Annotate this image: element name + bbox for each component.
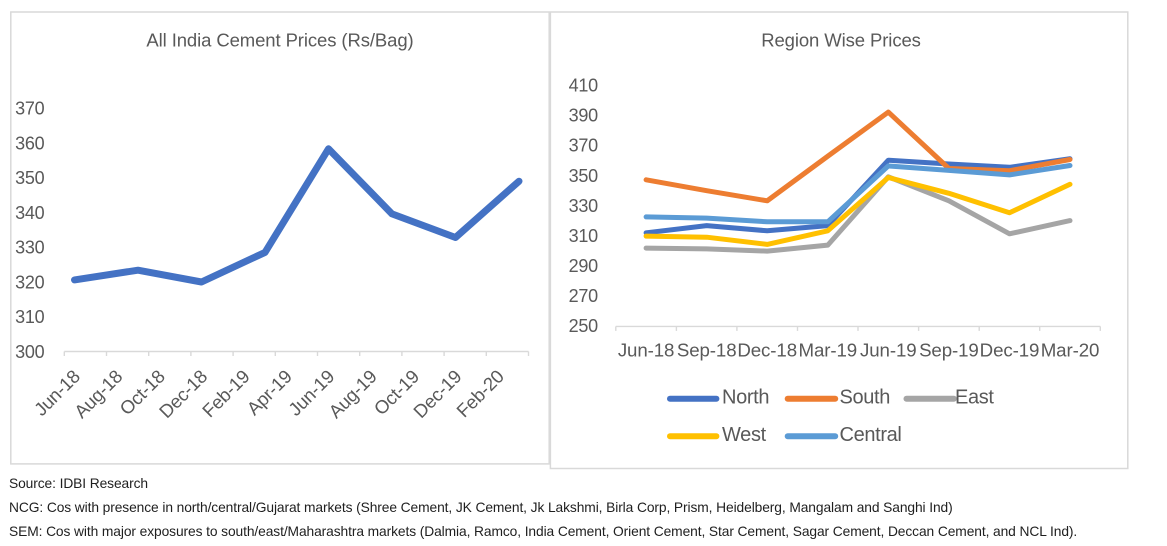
svg-text:Region Wise Prices: Region Wise Prices [761, 30, 921, 51]
svg-text:410: 410 [569, 76, 599, 96]
svg-text:340: 340 [15, 203, 45, 223]
svg-text:West: West [722, 424, 767, 446]
svg-text:270: 270 [569, 286, 599, 306]
svg-text:330: 330 [569, 196, 599, 216]
svg-text:290: 290 [569, 256, 599, 276]
svg-text:Source: IDBI Research: Source: IDBI Research [9, 476, 148, 491]
svg-text:350: 350 [569, 166, 599, 186]
svg-text:360: 360 [15, 133, 45, 153]
svg-text:Central: Central [840, 424, 902, 446]
svg-text:All India Cement Prices (Rs/Ba: All India Cement Prices (Rs/Bag) [146, 30, 413, 51]
svg-text:Mar-20: Mar-20 [1041, 339, 1100, 360]
svg-text:Mar-19: Mar-19 [799, 339, 858, 360]
svg-text:Sep-19: Sep-19 [919, 339, 979, 360]
svg-text:310: 310 [569, 226, 599, 246]
svg-text:Dec-19: Dec-19 [980, 339, 1040, 360]
svg-text:370: 370 [15, 99, 45, 119]
svg-text:370: 370 [569, 136, 599, 156]
svg-text:350: 350 [15, 168, 45, 188]
svg-text:Jun-19: Jun-19 [860, 339, 917, 360]
svg-text:Dec-18: Dec-18 [737, 339, 797, 360]
svg-text:250: 250 [569, 316, 599, 336]
svg-text:Jun-18: Jun-18 [618, 339, 675, 360]
svg-text:300: 300 [15, 342, 45, 362]
svg-text:SEM: Cos with major exposures: SEM: Cos with major exposures to south/e… [9, 524, 1077, 539]
svg-text:310: 310 [15, 307, 45, 327]
svg-text:320: 320 [15, 273, 45, 293]
svg-text:390: 390 [569, 106, 599, 126]
svg-text:East: East [955, 387, 994, 409]
svg-text:330: 330 [15, 238, 45, 258]
svg-text:North: North [722, 387, 769, 409]
svg-text:NCG: Cos with presence in nort: NCG: Cos with presence in north/central/… [9, 500, 953, 515]
svg-text:South: South [840, 387, 891, 409]
svg-text:Sep-18: Sep-18 [677, 339, 737, 360]
